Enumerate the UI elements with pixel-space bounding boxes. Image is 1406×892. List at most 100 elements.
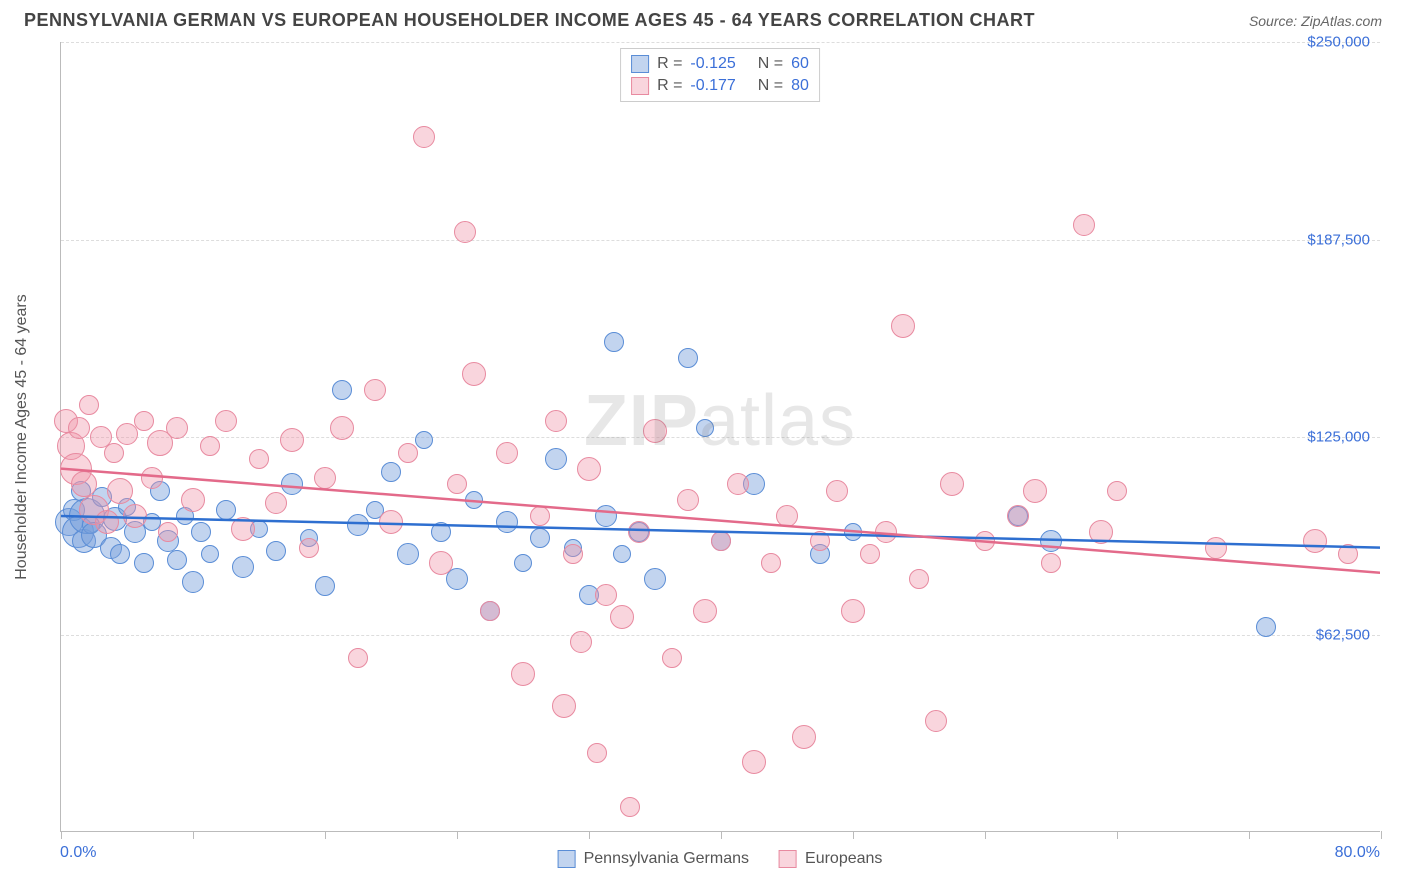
source-label: Source: ZipAtlas.com	[1249, 13, 1382, 29]
data-point	[167, 550, 187, 570]
x-tick	[1249, 831, 1250, 839]
legend-r-label: R =	[657, 55, 682, 73]
data-point	[280, 428, 304, 452]
correlation-legend: R = -0.125N = 60R = -0.177N = 80	[620, 48, 820, 102]
data-point	[200, 436, 220, 456]
legend-series-name: Europeans	[805, 850, 882, 868]
corr-legend-row: R = -0.177N = 80	[631, 75, 809, 97]
data-point	[314, 467, 336, 489]
legend-item: Pennsylvania Germans	[558, 850, 749, 868]
data-point	[95, 510, 119, 534]
legend-r-label: R =	[657, 77, 682, 95]
x-tick	[721, 831, 722, 839]
data-point	[379, 510, 403, 534]
grid-line	[61, 42, 1380, 43]
data-point	[875, 521, 897, 543]
data-point	[587, 743, 607, 763]
data-point	[299, 538, 319, 558]
data-point	[975, 531, 995, 551]
data-point	[429, 551, 453, 575]
legend-n-label: N =	[758, 55, 783, 73]
data-point	[693, 599, 717, 623]
x-tick	[985, 831, 986, 839]
data-point	[431, 522, 451, 542]
data-point	[1107, 481, 1127, 501]
data-point	[1041, 553, 1061, 573]
data-point	[613, 545, 631, 563]
data-point	[595, 505, 617, 527]
x-end-label: 80.0%	[1335, 844, 1380, 862]
data-point	[1007, 505, 1029, 527]
data-point	[628, 521, 650, 543]
data-point	[530, 506, 550, 526]
y-tick-label: $125,000	[1307, 429, 1370, 446]
legend-n-value: 80	[791, 77, 809, 95]
data-point	[134, 553, 154, 573]
data-point	[231, 517, 255, 541]
data-point	[110, 544, 130, 564]
data-point	[249, 449, 269, 469]
data-point	[348, 648, 368, 668]
data-point	[1303, 529, 1327, 553]
grid-line	[61, 635, 1380, 636]
legend-r-value: -0.125	[690, 55, 735, 73]
data-point	[330, 416, 354, 440]
y-axis-title: Householder Income Ages 45 - 64 years	[13, 294, 31, 580]
data-point	[447, 474, 467, 494]
legend-swatch	[631, 77, 649, 95]
data-point	[332, 380, 352, 400]
data-point	[545, 448, 567, 470]
data-point	[1256, 617, 1276, 637]
data-point	[68, 417, 90, 439]
series-legend: Pennsylvania Germans Europeans	[558, 850, 883, 868]
data-point	[552, 694, 576, 718]
data-point	[925, 710, 947, 732]
data-point	[480, 601, 500, 621]
data-point	[134, 411, 154, 431]
data-point	[107, 478, 133, 504]
data-point	[465, 491, 483, 509]
x-start-label: 0.0%	[60, 844, 96, 862]
data-point	[810, 531, 830, 551]
data-point	[141, 467, 163, 489]
data-point	[191, 522, 211, 542]
data-point	[181, 488, 205, 512]
x-tick	[589, 831, 590, 839]
data-point	[71, 471, 97, 497]
data-point	[79, 395, 99, 415]
data-point	[604, 332, 624, 352]
data-point	[496, 511, 518, 533]
legend-series-name: Pennsylvania Germans	[584, 850, 749, 868]
data-point	[462, 362, 486, 386]
data-point	[496, 442, 518, 464]
legend-item: Europeans	[779, 850, 882, 868]
data-point	[511, 662, 535, 686]
corr-legend-row: R = -0.125N = 60	[631, 53, 809, 75]
data-point	[696, 419, 714, 437]
data-point	[104, 443, 124, 463]
y-tick-label: $250,000	[1307, 34, 1370, 51]
data-point	[792, 725, 816, 749]
data-point	[727, 473, 749, 495]
data-point	[347, 514, 369, 536]
source-prefix: Source:	[1249, 13, 1301, 29]
data-point	[201, 545, 219, 563]
data-point	[1089, 520, 1113, 544]
x-tick	[1381, 831, 1382, 839]
data-point	[216, 500, 236, 520]
data-point	[530, 528, 550, 548]
data-point	[514, 554, 532, 572]
data-point	[381, 462, 401, 482]
data-point	[1023, 479, 1047, 503]
data-point	[413, 126, 435, 148]
legend-n-label: N =	[758, 77, 783, 95]
y-tick-label: $187,500	[1307, 231, 1370, 248]
legend-swatch	[779, 850, 797, 868]
data-point	[232, 556, 254, 578]
data-point	[742, 750, 766, 774]
x-tick	[61, 831, 62, 839]
data-point	[644, 568, 666, 590]
data-point	[563, 544, 583, 564]
data-point	[315, 576, 335, 596]
data-point	[397, 543, 419, 565]
